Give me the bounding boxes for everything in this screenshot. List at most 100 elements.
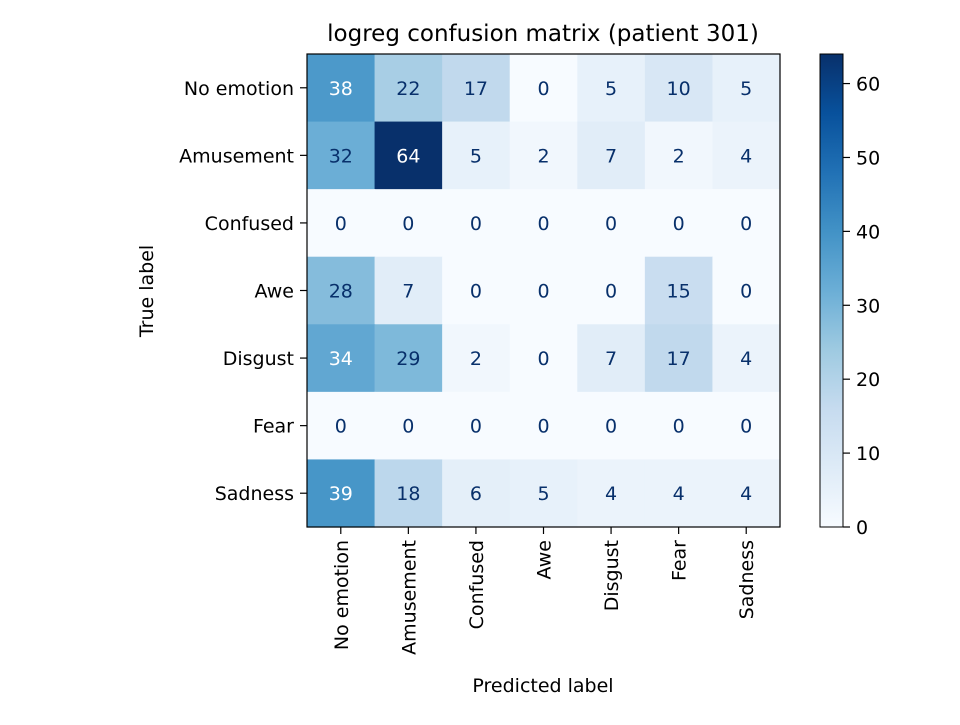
y-tick-label: Amusement (179, 145, 294, 167)
cell-value-label: 0 (470, 281, 482, 303)
heatmap-cell (644, 391, 714, 461)
heatmap-cell (577, 189, 646, 258)
colorbar-tick-label: 20 (856, 369, 880, 391)
cell-value-label: 0 (537, 281, 549, 303)
y-tick-label: Disgust (223, 348, 294, 370)
cell-value-label: 2 (673, 145, 685, 167)
heatmap-cell (307, 256, 376, 325)
cell-value-label: 4 (605, 483, 617, 505)
cell-value-label: 0 (537, 348, 549, 370)
cell-value-label: 15 (667, 281, 691, 303)
cell-value-label: 5 (470, 145, 482, 167)
x-tick-label: Confused (466, 540, 488, 629)
heatmap-cell (307, 189, 376, 258)
x-tick-label: Fear (669, 540, 691, 581)
x-tick-label: Awe (534, 540, 556, 579)
cell-value-label: 34 (329, 348, 353, 370)
cell-value-label: 4 (673, 483, 685, 505)
heatmap-cell (374, 459, 443, 528)
colorbar (819, 53, 844, 528)
colorbar-tick-label: 10 (856, 443, 880, 465)
cell-value-label: 0 (470, 416, 482, 438)
chart-title: logreg confusion matrix (patient 301) (327, 21, 759, 47)
x-tick-label: Amusement (398, 540, 420, 655)
cell-value-label: 0 (740, 281, 752, 303)
cell-value-label: 2 (537, 145, 549, 167)
cell-value-label: 38 (329, 78, 353, 100)
heatmap-cell (577, 54, 646, 123)
x-axis-ticks: No emotion Amusement Confused Awe Disgust Fea… (331, 527, 758, 655)
heatmap-cell (577, 121, 646, 190)
heatmap-cell (509, 391, 578, 461)
heatmap-cell (509, 324, 578, 393)
cell-value-label: 0 (335, 213, 347, 235)
heatmap-cell (577, 391, 646, 461)
cell-value-label: 0 (537, 78, 549, 100)
cell-value-label: 0 (537, 213, 549, 235)
y-tick-label: Confused (205, 213, 294, 235)
cell-value-label: 7 (605, 145, 617, 167)
cell-value-label: 0 (673, 213, 685, 235)
y-tick-label: No emotion (184, 78, 294, 100)
cell-value-label: 39 (329, 483, 353, 505)
cell-value-label: 2 (470, 348, 482, 370)
colorbar-tick-label: 0 (856, 517, 868, 539)
heatmap-cell (644, 189, 714, 258)
cell-value-label: 0 (470, 213, 482, 235)
heatmap-cell (307, 391, 376, 461)
cell-value-label: 0 (537, 416, 549, 438)
heatmap-cell (307, 121, 376, 190)
heatmap-cell (307, 54, 376, 123)
heatmap-cell (509, 121, 578, 190)
cell-value-label: 29 (396, 348, 420, 370)
cell-value-label: 32 (329, 145, 353, 167)
cell-value-label: 6 (470, 483, 482, 505)
x-axis-label: Predicted label (472, 675, 613, 697)
heatmap-cell (712, 391, 781, 461)
heatmap-cell (644, 54, 714, 123)
cell-value-label: 7 (605, 348, 617, 370)
cell-value-label: 17 (667, 348, 691, 370)
cell-value-label: 0 (605, 281, 617, 303)
cell-value-label: 4 (740, 483, 752, 505)
y-axis-label: True label (136, 245, 158, 338)
cell-value-label: 64 (396, 145, 420, 167)
heatmap-cell (509, 189, 578, 258)
heatmap-cell (374, 256, 443, 325)
heatmap-cell (374, 189, 443, 258)
cell-value-label: 4 (740, 348, 752, 370)
cell-value-label: 17 (464, 78, 488, 100)
heatmap-cell (509, 459, 578, 528)
heatmap-cell (712, 324, 781, 393)
heatmap-cell (442, 459, 511, 528)
cell-value-labels: 38 22 17 0 5 10 532 64 5 2 7 2 40 0 0 0 0 0 028 7 0 0 0 15 034 29… (329, 78, 753, 505)
heatmap-cell (509, 256, 578, 325)
y-tick-label: Awe (255, 281, 294, 303)
heatmap-cell (442, 324, 511, 393)
heatmap-cell (442, 391, 511, 461)
cell-value-label: 0 (402, 213, 414, 235)
cell-value-label: 7 (402, 281, 414, 303)
cell-value-label: 0 (740, 213, 752, 235)
x-tick-label: Disgust (601, 540, 623, 611)
heatmap-cell (442, 121, 511, 190)
heatmap-cell (644, 324, 714, 393)
cell-value-label: 0 (605, 416, 617, 438)
cell-value-label: 4 (740, 145, 752, 167)
heatmap-cell (577, 256, 646, 325)
cell-value-label: 0 (335, 416, 347, 438)
heatmap-cell (644, 256, 714, 325)
heatmap-cell (644, 121, 714, 190)
y-tick-label: Sadness (215, 483, 294, 505)
y-tick-label: Fear (253, 416, 294, 438)
heatmap-cell (712, 459, 781, 528)
cell-value-label: 5 (537, 483, 549, 505)
x-tick-label: Sadness (736, 540, 758, 619)
heatmap-cell (712, 256, 781, 325)
heatmap-cell (577, 459, 646, 528)
colorbar-tick-label: 40 (856, 221, 880, 243)
heatmap-cell (374, 324, 443, 393)
x-tick-label: No emotion (331, 540, 353, 650)
